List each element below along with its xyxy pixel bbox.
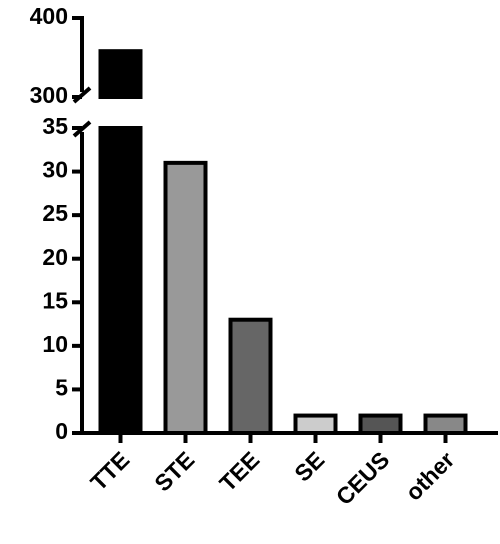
y-tick-label: 35: [42, 113, 68, 139]
x-tick-label: TEE: [214, 446, 264, 496]
y-tick-label: 300: [30, 82, 68, 108]
x-tick-label: CEUS: [331, 446, 395, 510]
x-tick-label: TTE: [85, 446, 134, 495]
bar: [163, 160, 208, 435]
y-tick-label: 0: [55, 418, 68, 444]
y-tick-label: 30: [42, 157, 68, 183]
y-tick-label: 20: [42, 244, 68, 270]
y-tick-label: 400: [30, 3, 68, 29]
bar: [293, 413, 338, 436]
bar: [423, 413, 468, 436]
bar: [358, 413, 403, 436]
bar-upper: [98, 49, 143, 99]
bar: [228, 317, 273, 436]
x-tick-label: SE: [289, 446, 329, 486]
x-tick-label: other: [400, 446, 459, 505]
y-tick-label: 25: [42, 200, 68, 226]
y-tick-label: 5: [55, 375, 68, 401]
bar-lower: [98, 126, 143, 435]
x-tick-label: STE: [149, 446, 199, 496]
y-tick-label: 10: [42, 331, 68, 357]
y-tick-label: 15: [42, 287, 68, 313]
